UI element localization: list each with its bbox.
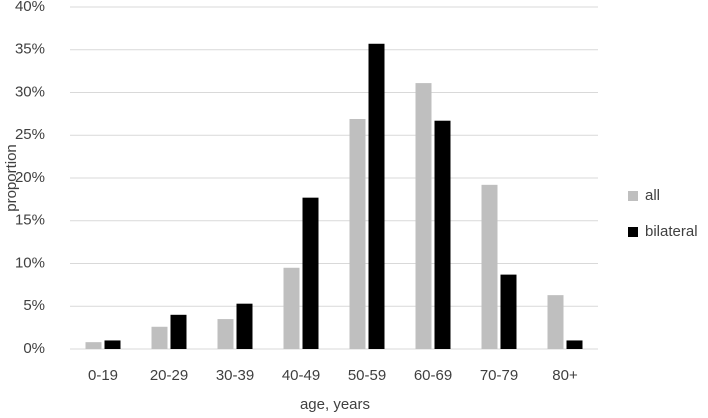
legend-label: all (645, 187, 660, 204)
bar (85, 342, 102, 349)
bar (151, 326, 168, 349)
bar (415, 83, 432, 349)
bar (283, 267, 300, 349)
y-tick-label: 15% (15, 212, 45, 229)
x-tick-label: 70-79 (480, 367, 518, 384)
y-tick-label: 10% (15, 254, 45, 271)
y-tick-label: 30% (15, 83, 45, 100)
x-tick-label: 30-39 (216, 367, 254, 384)
bar (302, 197, 319, 349)
legend-label: bilateral (645, 223, 698, 240)
bar (349, 119, 366, 349)
y-tick-label: 40% (15, 0, 45, 15)
x-tick-label: 50-59 (348, 367, 386, 384)
x-tick-label: 60-69 (414, 367, 452, 384)
bar (500, 274, 517, 349)
y-tick-label: 25% (15, 126, 45, 143)
bar (434, 120, 451, 349)
bar (236, 303, 253, 349)
bar (104, 340, 121, 349)
bar (170, 314, 187, 349)
bar (566, 340, 583, 349)
x-tick-label: 0-19 (88, 367, 118, 384)
x-tick-label: 80+ (552, 367, 578, 384)
bar (547, 295, 564, 349)
legend-swatch (628, 191, 638, 201)
bar (217, 319, 234, 349)
x-axis-label: age, years (300, 396, 370, 413)
x-tick-label: 20-29 (150, 367, 188, 384)
y-axis-label: proportion (3, 144, 20, 212)
x-tick-label: 40-49 (282, 367, 320, 384)
bar (481, 184, 498, 349)
y-tick-label: 20% (15, 169, 45, 186)
bar (368, 43, 385, 349)
y-tick-label: 5% (23, 297, 45, 314)
y-tick-label: 0% (23, 340, 45, 357)
y-tick-label: 35% (15, 41, 45, 58)
legend-swatch (628, 227, 638, 237)
